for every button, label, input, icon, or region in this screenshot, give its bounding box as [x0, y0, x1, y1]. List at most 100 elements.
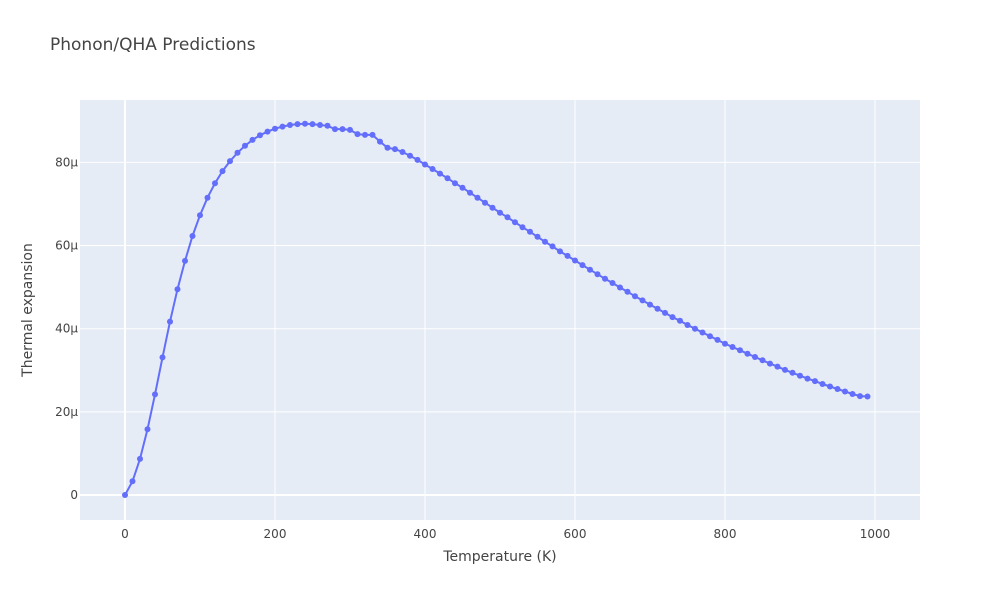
data-point — [339, 126, 346, 133]
data-point — [174, 286, 181, 293]
data-point — [384, 144, 391, 151]
data-point — [489, 204, 496, 211]
data-point — [707, 333, 713, 340]
x-tick-label: 1000 — [860, 527, 891, 541]
data-point — [617, 284, 623, 291]
data-point — [189, 233, 196, 239]
data-point — [602, 275, 608, 282]
data-point — [819, 381, 826, 387]
x-axis-title: Temperature (K) — [442, 549, 556, 565]
x-axis-ticks: 0 200 400 600 800 1000 — [121, 527, 890, 541]
data-point — [714, 336, 721, 343]
data-point — [797, 372, 803, 379]
data-point — [527, 228, 533, 235]
data-point — [332, 126, 338, 133]
data-point — [482, 199, 488, 206]
y-tick-label: 80µ — [55, 155, 78, 169]
data-point — [377, 138, 383, 145]
x-tick-label: 600 — [564, 527, 587, 541]
data-point — [497, 209, 503, 216]
x-tick-label: 800 — [714, 527, 737, 541]
data-point — [579, 262, 586, 269]
data-point — [474, 194, 481, 201]
data-point — [857, 393, 863, 400]
y-tick-label: 40µ — [55, 322, 78, 336]
data-point — [287, 122, 293, 128]
data-point — [572, 257, 578, 264]
data-point — [264, 128, 271, 135]
data-point — [422, 161, 428, 168]
data-point — [804, 375, 811, 382]
data-point — [294, 121, 301, 128]
data-point — [354, 131, 361, 138]
data-point — [654, 305, 661, 312]
data-point — [677, 317, 683, 324]
data-point — [272, 125, 278, 132]
data-point — [864, 393, 871, 400]
data-point — [564, 252, 571, 259]
data-point — [122, 492, 128, 498]
data-point — [827, 383, 833, 390]
data-point — [534, 233, 541, 240]
data-point — [729, 344, 736, 350]
data-point — [257, 132, 263, 139]
data-point — [782, 366, 788, 373]
data-point — [684, 322, 691, 328]
data-point — [609, 280, 616, 286]
data-point — [639, 297, 646, 304]
data-point — [647, 301, 653, 308]
y-tick-label: 60µ — [55, 239, 78, 253]
data-point — [444, 175, 451, 182]
data-point — [662, 309, 668, 316]
data-point — [414, 156, 421, 163]
series-line — [124, 122, 868, 496]
chart-title: Phonon/QHA Predictions — [50, 35, 256, 55]
data-point — [699, 329, 706, 336]
data-point — [737, 347, 743, 354]
data-point — [137, 455, 143, 462]
data-point — [279, 123, 286, 130]
data-point — [594, 271, 601, 278]
data-point — [324, 122, 331, 129]
data-point — [849, 391, 856, 397]
data-point — [227, 158, 233, 165]
data-point — [632, 293, 638, 300]
data-point — [212, 180, 218, 187]
data-point — [144, 426, 151, 433]
y-axis-ticks: 0 20µ 40µ 60µ 80µ — [55, 155, 78, 502]
y-axis-title: Thermal expansion — [20, 243, 36, 378]
data-point — [159, 354, 166, 361]
data-point — [167, 318, 173, 325]
data-point — [407, 152, 413, 159]
data-point — [369, 131, 376, 138]
plot-area — [80, 100, 920, 520]
data-point — [429, 166, 436, 172]
data-point — [302, 120, 308, 127]
data-point — [692, 325, 698, 332]
data-point — [669, 314, 676, 321]
data-point — [624, 288, 631, 295]
data-point — [842, 388, 848, 395]
data-point — [549, 243, 556, 250]
data-point — [512, 219, 518, 226]
data-point — [759, 357, 766, 364]
x-tick-label: 400 — [414, 527, 437, 541]
data-point — [242, 142, 248, 149]
data-point — [129, 478, 136, 485]
data-point — [812, 378, 818, 385]
data-point — [722, 340, 728, 347]
data-point — [587, 266, 593, 273]
data-point — [392, 146, 398, 153]
data-point — [744, 350, 751, 357]
data-point — [467, 189, 473, 196]
data-point — [182, 257, 188, 264]
data-point — [459, 184, 466, 191]
data-point — [519, 224, 526, 231]
data-point — [789, 369, 796, 376]
data-point — [197, 212, 203, 219]
data-point — [362, 131, 368, 138]
data-point — [542, 238, 548, 245]
data-point — [437, 170, 443, 177]
data-point — [152, 391, 158, 398]
data-point — [219, 168, 226, 175]
